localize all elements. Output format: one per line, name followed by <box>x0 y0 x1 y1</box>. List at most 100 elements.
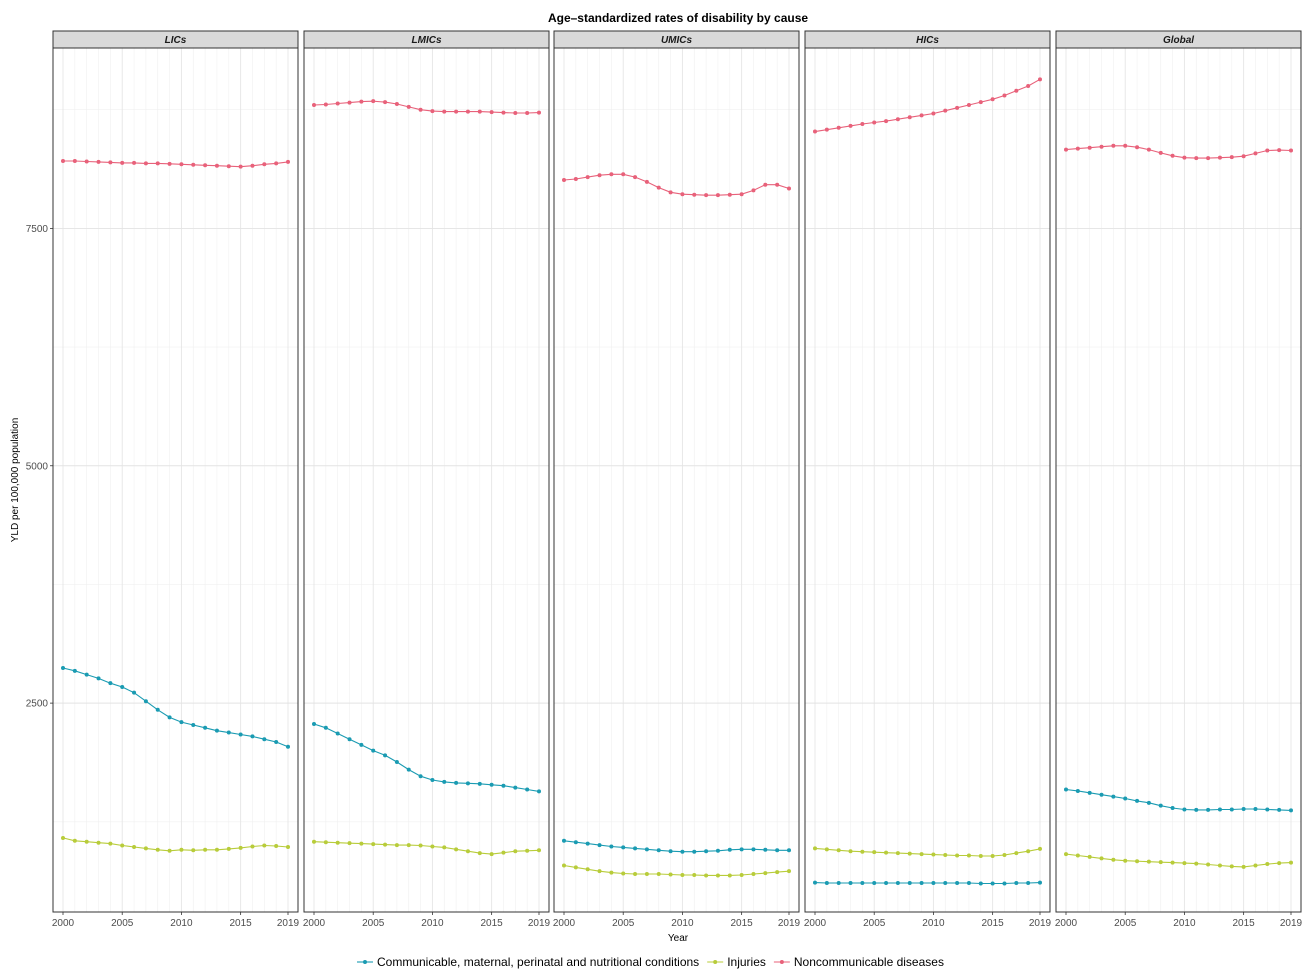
data-point <box>1002 93 1007 98</box>
data-point <box>406 767 411 772</box>
facet-panel-hics: HICs 2000 2005 2010 2015 2019 <box>804 30 1052 929</box>
legend-key-point <box>363 960 367 964</box>
legend: Communicable, maternal, perinatal and nu… <box>357 955 944 969</box>
data-point <box>1123 796 1128 801</box>
data-point <box>739 847 744 852</box>
x-tick-label: 2019 <box>277 918 300 929</box>
data-point <box>704 193 709 198</box>
data-point <box>907 881 912 886</box>
data-point <box>120 684 125 689</box>
data-point <box>383 753 388 758</box>
data-point <box>633 846 638 851</box>
data-point <box>919 852 924 857</box>
data-point <box>1229 155 1234 160</box>
data-point <box>609 172 614 177</box>
data-point <box>884 850 889 855</box>
data-point <box>763 182 768 187</box>
data-point <box>751 872 756 877</box>
data-point <box>238 164 243 169</box>
data-point <box>501 110 506 115</box>
data-point <box>715 848 720 853</box>
data-point <box>513 111 518 116</box>
data-point <box>1014 881 1019 886</box>
data-point <box>1194 156 1199 161</box>
data-point <box>286 844 290 849</box>
x-tick-label: 2015 <box>230 918 253 929</box>
data-point <box>525 111 530 116</box>
data-point <box>1217 863 1222 868</box>
data-point <box>323 840 328 845</box>
data-point <box>203 847 208 852</box>
data-point <box>562 838 566 843</box>
data-point <box>214 163 219 168</box>
data-point <box>525 848 530 853</box>
x-tick-label: 2005 <box>612 918 635 929</box>
data-point <box>884 119 889 124</box>
data-point <box>990 881 995 886</box>
data-point <box>585 841 590 846</box>
data-point <box>836 881 841 886</box>
data-point <box>1158 150 1163 155</box>
data-point <box>1206 862 1211 867</box>
data-point <box>323 725 328 730</box>
data-point <box>978 881 983 886</box>
data-point <box>1253 863 1258 868</box>
data-point <box>656 872 661 877</box>
data-point <box>465 781 470 786</box>
data-point <box>312 102 316 107</box>
data-point <box>1241 806 1246 811</box>
data-point <box>1087 145 1092 150</box>
data-point <box>120 160 125 165</box>
data-point <box>465 109 470 114</box>
x-tick-label: 2005 <box>362 918 385 929</box>
data-point <box>1182 861 1187 866</box>
data-point <box>621 845 626 850</box>
data-point <box>644 847 649 852</box>
data-point <box>727 192 732 197</box>
x-tick-label: 2010 <box>170 918 193 929</box>
data-point <box>739 192 744 197</box>
data-point <box>1265 862 1270 867</box>
data-point <box>775 182 780 187</box>
data-point <box>1026 881 1031 886</box>
data-point <box>621 172 626 177</box>
x-tick-label: 2000 <box>303 918 326 929</box>
data-point <box>1170 806 1175 811</box>
data-point <box>692 849 697 854</box>
data-point <box>872 881 877 886</box>
facet-strip-label: HICs <box>916 35 939 46</box>
data-point <box>406 104 411 109</box>
legend-item: Noncommunicable diseases <box>773 955 944 969</box>
data-point <box>203 725 208 730</box>
panel-border <box>303 47 550 913</box>
data-point <box>848 123 853 128</box>
legend-item: Injuries <box>707 955 766 969</box>
data-point <box>1038 846 1042 851</box>
data-point <box>323 102 328 107</box>
data-point <box>143 846 148 851</box>
data-point <box>250 734 255 739</box>
data-point <box>132 690 137 695</box>
data-point <box>1135 798 1140 803</box>
data-point <box>692 872 697 877</box>
data-point <box>143 161 148 166</box>
data-point <box>1217 155 1222 160</box>
data-point <box>442 109 447 114</box>
chart-title: Age–standardized rates of disability by … <box>548 11 808 25</box>
data-point <box>715 193 720 198</box>
data-point <box>1075 146 1080 151</box>
data-point <box>274 844 279 849</box>
data-point <box>1194 861 1199 866</box>
data-point <box>656 185 661 190</box>
data-point <box>1099 856 1104 861</box>
data-point <box>155 161 160 166</box>
data-point <box>1111 794 1116 799</box>
data-point <box>383 842 388 847</box>
data-point <box>644 179 649 184</box>
data-point <box>955 105 960 110</box>
x-tick-label: 2005 <box>111 918 134 929</box>
data-point <box>525 787 530 792</box>
panel-background <box>1056 48 1301 912</box>
data-point <box>1265 807 1270 812</box>
x-tick-label: 2005 <box>1114 918 1137 929</box>
